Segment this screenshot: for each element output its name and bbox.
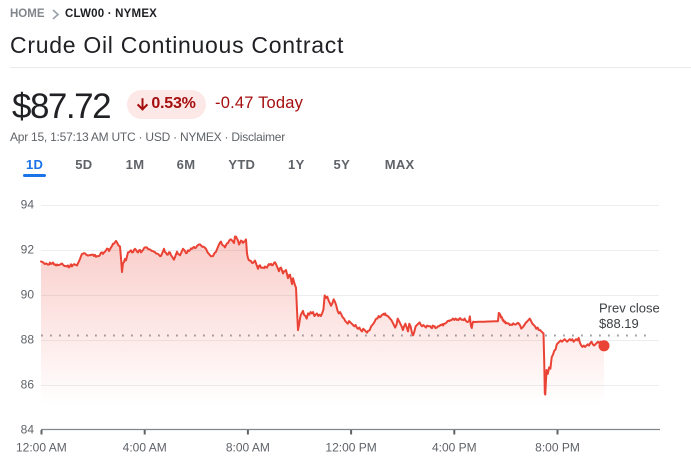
svg-text:8:00 AM: 8:00 AM [226,440,270,454]
svg-text:Prev close: Prev close [599,301,660,316]
svg-text:4:00 PM: 4:00 PM [432,440,477,454]
svg-text:4:00 AM: 4:00 AM [123,440,167,454]
svg-text:88: 88 [21,333,35,347]
svg-text:84: 84 [21,423,35,437]
svg-text:92: 92 [21,243,35,257]
svg-text:86: 86 [21,378,35,392]
svg-text:12:00 PM: 12:00 PM [325,440,376,454]
svg-text:94: 94 [21,198,35,212]
svg-text:90: 90 [21,288,35,302]
svg-text:12:00 AM: 12:00 AM [16,440,67,454]
svg-text:$88.19: $88.19 [599,316,639,331]
svg-text:8:00 PM: 8:00 PM [535,440,580,454]
